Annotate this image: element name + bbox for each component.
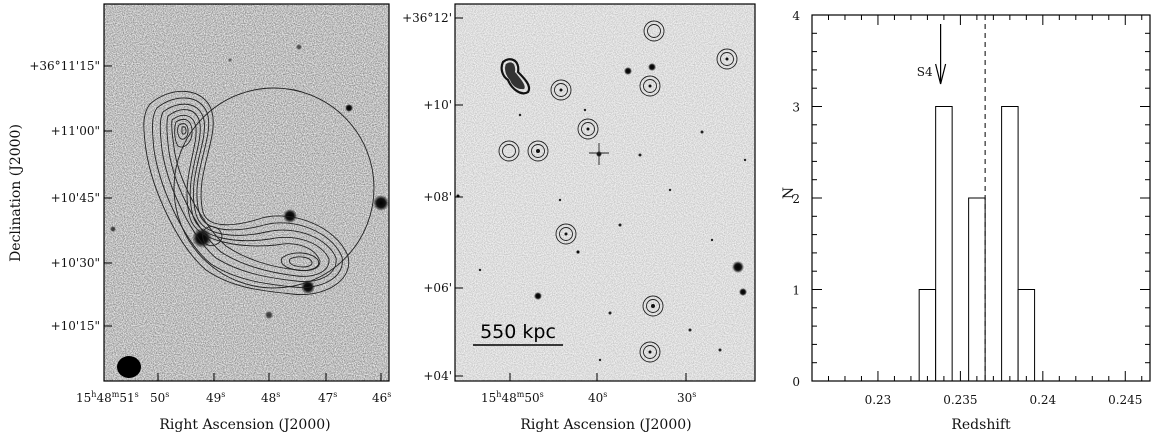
- x-tick-label: 48s: [261, 390, 280, 405]
- middle-image-noise: [455, 4, 755, 381]
- y-tick-label: +10': [423, 98, 452, 112]
- y-tick-label: 2: [792, 192, 800, 206]
- beam-ellipse: [117, 356, 141, 378]
- y-tick-label: +10'30": [51, 256, 100, 270]
- left-tick-marks: [103, 65, 382, 381]
- optical-source: [110, 226, 116, 232]
- histogram-x-tick-labels: 0.23 0.235 0.24 0.245: [865, 393, 1143, 407]
- middle-tick-marks: [455, 17, 687, 381]
- left-panel-frame: [103, 3, 390, 382]
- y-tick-label: 4: [792, 9, 800, 23]
- optical-source: [265, 311, 273, 319]
- s4-arrow: [935, 24, 947, 85]
- y-axis-label: N: [781, 187, 797, 199]
- optical-source: [373, 195, 389, 211]
- y-tick-label: +11'00": [51, 124, 100, 138]
- cluster-member-circles: [498, 20, 738, 363]
- x-tick-label: 15h48m50s: [481, 390, 544, 405]
- y-tick-label: 1: [792, 284, 800, 298]
- x-tick-label: 0.235: [943, 393, 977, 407]
- histogram-bar: [1017, 289, 1036, 382]
- field-stars: [456, 63, 747, 362]
- redshift-histogram-panel: S4 0.23 0.235 0.24 0.245 0 1 2 3 4 Redshift N: [781, 9, 1151, 433]
- optical-source: [296, 44, 302, 50]
- left-image-noise: [104, 4, 389, 381]
- radio-source-contours: [500, 58, 531, 95]
- s4-annotation-label: S4: [917, 65, 933, 79]
- histogram-bar: [918, 289, 937, 382]
- optical-source: [283, 209, 297, 223]
- center-cross-marker: [589, 143, 609, 165]
- x-tick-label: 49s: [206, 390, 225, 405]
- histogram-bar: [935, 106, 953, 382]
- histogram-bar: [1001, 106, 1019, 382]
- optical-source: [345, 104, 353, 112]
- histogram-bar: [968, 197, 986, 382]
- y-axis-label: Declination (J2000): [8, 124, 24, 262]
- x-tick-label: 46s: [372, 390, 391, 405]
- x-tick-label: 40s: [588, 390, 607, 405]
- y-tick-label: +04': [423, 369, 452, 383]
- x-tick-label: 0.23: [865, 393, 892, 407]
- histogram-y-tick-labels: 0 1 2 3 4: [792, 9, 800, 389]
- y-tick-label: +36°11'15": [29, 59, 100, 73]
- left-radio-optical-panel: 15h48m51s 50s 49s 48s 47s 46s +36°11'15"…: [8, 3, 391, 433]
- histogram-tick-marks: [812, 14, 1150, 382]
- y-tick-label: 3: [792, 101, 800, 115]
- radio-contours: [143, 91, 350, 296]
- cluster-member-dots: [536, 57, 729, 354]
- optical-source: [228, 58, 232, 62]
- x-tick-label: 47s: [318, 390, 337, 405]
- scale-bar-label: 550 kpc: [480, 321, 556, 343]
- y-tick-label: +06': [423, 281, 452, 295]
- middle-panel-frame: [454, 3, 756, 382]
- x-tick-label: 15h48m51s: [76, 390, 139, 405]
- x-tick-label: 0.24: [1029, 393, 1056, 407]
- aperture-circle: [173, 87, 375, 289]
- y-tick-label: +08': [423, 190, 452, 204]
- y-tick-label: 0: [792, 375, 800, 389]
- y-tick-label: +36°12': [402, 11, 452, 25]
- x-axis-label: Right Ascension (J2000): [159, 417, 330, 433]
- x-tick-label: 0.245: [1108, 393, 1142, 407]
- x-axis-label: Right Ascension (J2000): [520, 417, 691, 433]
- y-tick-label: +10'45": [51, 191, 100, 205]
- s4-arrow-head: [935, 63, 947, 85]
- middle-field-panel: 550 kpc 15h48m50s 40s 30s +36°12' +10' +…: [402, 3, 756, 433]
- x-tick-label: 50s: [150, 390, 169, 405]
- radio-source-core: [505, 62, 525, 90]
- x-axis-label: Redshift: [951, 417, 1011, 433]
- x-tick-label: 30s: [677, 390, 696, 405]
- y-tick-label: +10'15": [51, 319, 100, 333]
